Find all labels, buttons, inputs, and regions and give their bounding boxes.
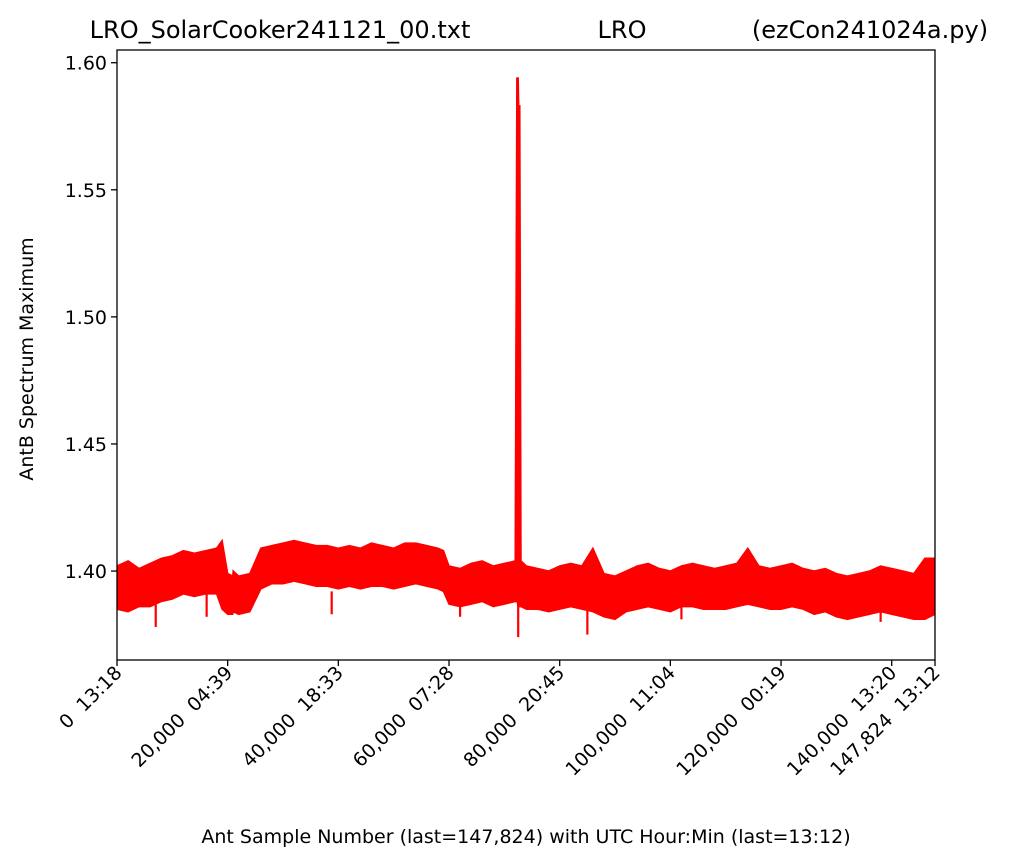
x-tick-label: 0 13:18 — [55, 662, 126, 733]
y-tick-label: 1.45 — [65, 434, 107, 456]
chart-title-right: (ezCon241024a.py) — [752, 16, 988, 44]
series-band — [117, 77, 935, 621]
x-tick-label: 40,000 18:33 — [238, 662, 348, 772]
x-tick-label: 80,000 20:45 — [459, 662, 569, 772]
x-axis-label: Ant Sample Number (last=147,824) with UT… — [201, 826, 850, 848]
series-line — [117, 77, 935, 601]
y-tick-label: 1.55 — [65, 180, 107, 202]
plot-frame — [116, 49, 936, 661]
y-tick-label: 1.60 — [65, 53, 107, 75]
ticks: 1.40 1.45 1.50 1.55 1.60 0 13:18 20,000 04:39 4… — [55, 53, 944, 781]
chart-title-left: LRO_SolarCooker241121_00.txt — [90, 16, 471, 44]
x-tick-label: 60,000 07:28 — [349, 662, 459, 772]
x-tick-label: 20,000 04:39 — [127, 662, 237, 772]
x-tick-label: 100,000 11:04 — [562, 662, 680, 780]
plot-area — [117, 77, 935, 638]
x-tick-label: 120,000 00:19 — [672, 662, 790, 780]
y-tick-label: 1.40 — [65, 561, 107, 583]
y-tick-label: 1.50 — [65, 307, 107, 329]
y-axis-label: AntB Spectrum Maximum — [16, 237, 38, 480]
chart-title-center: LRO — [598, 16, 647, 44]
